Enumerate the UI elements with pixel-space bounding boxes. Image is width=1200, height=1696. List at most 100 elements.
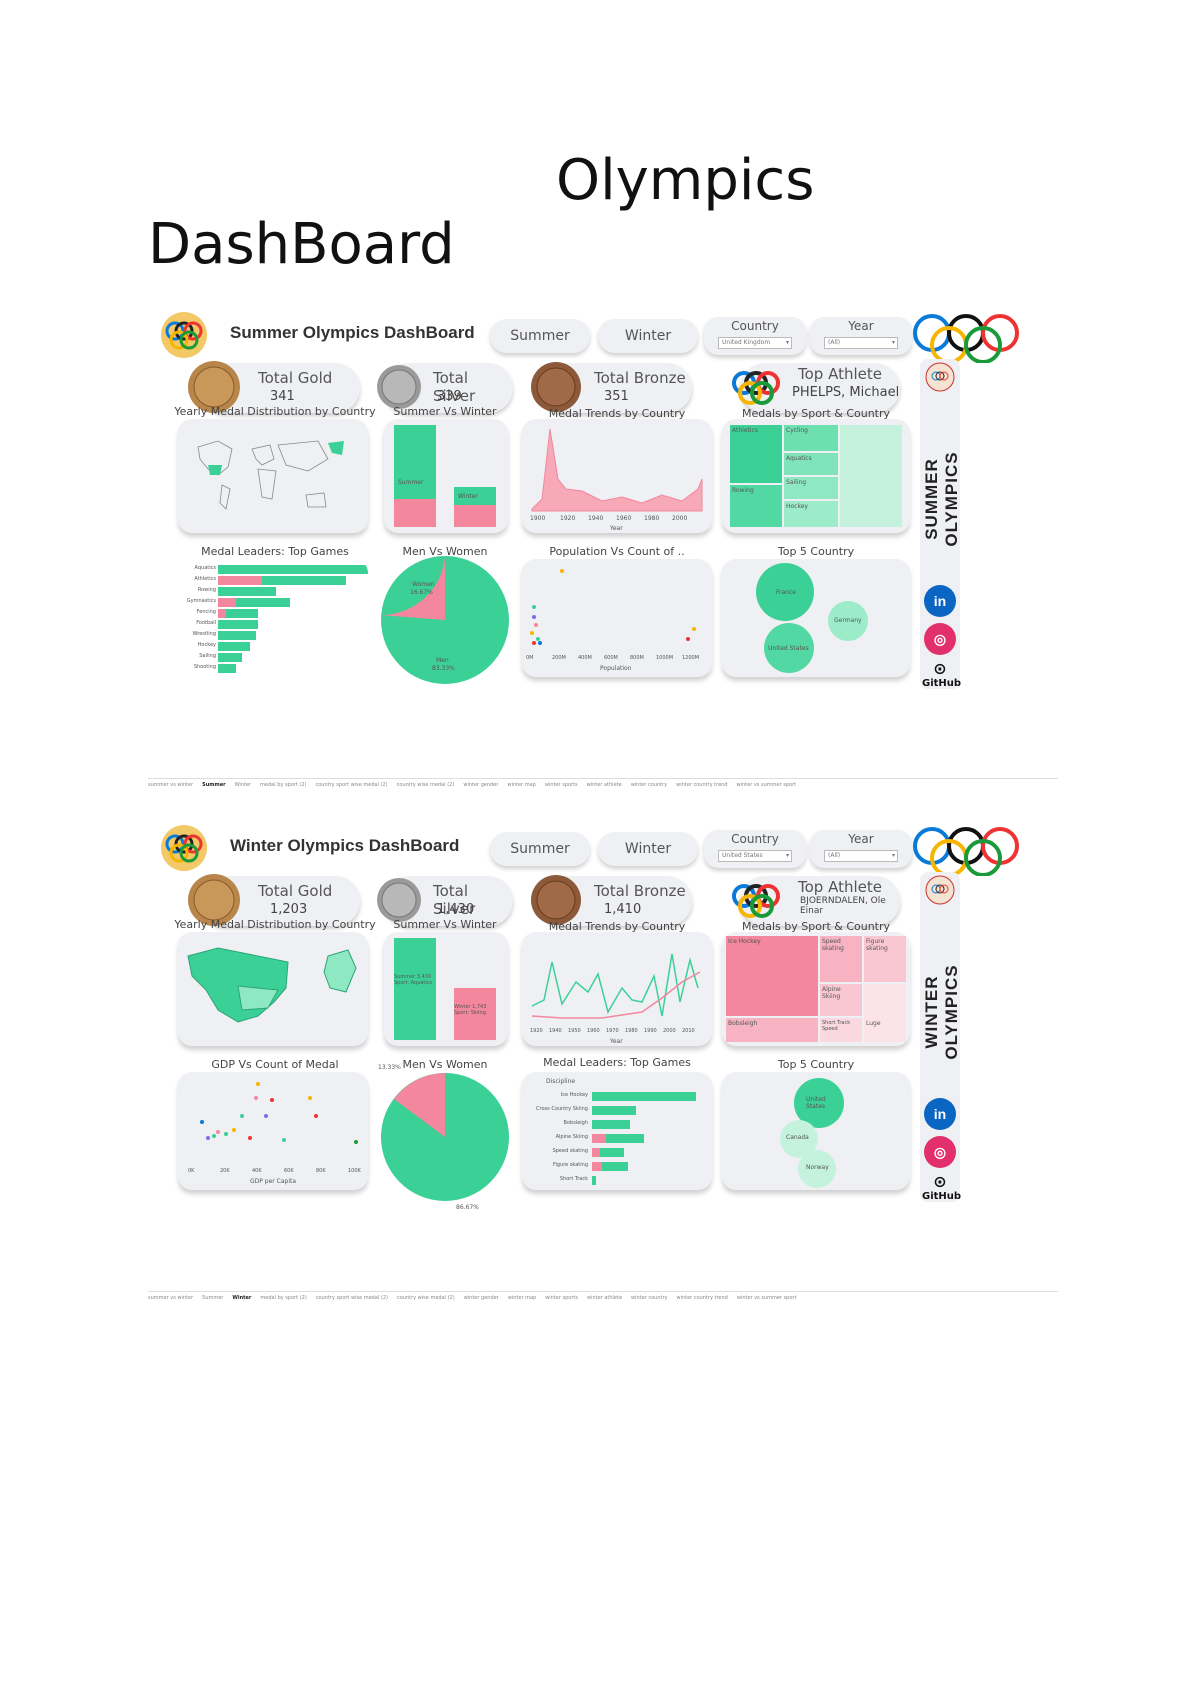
year-filter[interactable]: Year (All) xyxy=(810,317,912,355)
treemap-tile[interactable]: Sailing xyxy=(784,477,838,499)
sheet-tab[interactable]: Winter xyxy=(232,1295,252,1301)
top5-country-chart[interactable]: France Germany United States xyxy=(722,559,910,677)
treemap-tile[interactable]: Athletics xyxy=(730,425,782,483)
sheet-tab[interactable]: winter athlete xyxy=(587,1295,623,1301)
sheet-tab[interactable]: winter country trend xyxy=(676,1295,728,1301)
bubble-united-states[interactable]: United States xyxy=(764,623,814,673)
bubble-france[interactable]: France xyxy=(756,563,814,621)
leader-bar[interactable] xyxy=(592,1162,628,1171)
treemap-tile[interactable]: Luge xyxy=(864,984,906,1042)
leader-bar[interactable] xyxy=(218,620,258,629)
linkedin-icon[interactable]: in xyxy=(924,1098,956,1130)
leader-bar[interactable] xyxy=(218,642,250,651)
leader-bar[interactable] xyxy=(592,1176,596,1185)
sheet-tab[interactable]: winter vs summer sport xyxy=(736,782,797,788)
gdp-scatter-chart[interactable]: 0K 20K 40K 60K 80K 100K GDP per Capita xyxy=(178,1072,368,1190)
leader-bar[interactable] xyxy=(592,1120,630,1129)
sheet-tab[interactable]: winter country trend xyxy=(676,782,728,788)
sheet-tab[interactable]: winter sports xyxy=(544,782,578,788)
summer-vs-winter-chart[interactable]: Summer Winter xyxy=(384,419,508,533)
treemap-tile[interactable]: Bobsleigh xyxy=(726,1018,818,1042)
winter-button[interactable]: Winter xyxy=(598,832,698,866)
sheet-tab[interactable]: country sport wise medal (2) xyxy=(315,1295,388,1301)
sheet-tab[interactable]: Summer xyxy=(202,1295,224,1301)
treemap-tile[interactable]: Figure skating xyxy=(864,936,906,982)
bubble-germany[interactable]: Germany xyxy=(828,601,868,641)
sheet-tab[interactable]: country wise medal (2) xyxy=(396,1295,455,1301)
leader-bar[interactable] xyxy=(218,609,258,618)
sheet-tab[interactable]: winter gender xyxy=(463,1295,499,1301)
treemap-tile[interactable]: Short Track Speed xyxy=(820,1018,862,1042)
men-vs-women-pie[interactable] xyxy=(380,1072,510,1202)
treemap-tile[interactable]: Ice Hockey xyxy=(726,936,818,1016)
sheet-tab[interactable]: winter athlete xyxy=(586,782,622,788)
world-map-chart[interactable] xyxy=(178,932,368,1046)
country-filter[interactable]: Country United States xyxy=(704,830,806,868)
top5-country-chart[interactable]: United States Canada Norway xyxy=(722,1072,910,1190)
github-icon[interactable]: ⊙ GitHub xyxy=(922,1172,961,1202)
summer-button[interactable]: Summer xyxy=(490,832,590,866)
leader-bar[interactable] xyxy=(218,576,346,585)
women-slice[interactable] xyxy=(394,1073,445,1137)
sheet-tab[interactable]: winter sports xyxy=(545,1295,578,1301)
sheet-tab[interactable]: summer vs winter xyxy=(148,1295,194,1301)
year-select[interactable]: (All) xyxy=(824,337,898,349)
leader-bar[interactable] xyxy=(592,1148,624,1157)
leader-bar[interactable] xyxy=(592,1106,636,1115)
medal-leaders-chart[interactable]: Aquatics Athletics Rowing Gymnastics Fencing… xyxy=(178,559,368,677)
winter-bar[interactable] xyxy=(454,988,496,1040)
leader-bar[interactable] xyxy=(218,653,242,662)
sheet-tab[interactable]: country wise medal (2) xyxy=(396,782,455,788)
summer-vs-winter-chart[interactable]: Summer 3,430 Sport: Aquatics Winter 1,74… xyxy=(384,932,508,1046)
leader-bar-women[interactable] xyxy=(218,576,262,585)
treemap-tile[interactable]: Alpine Skiing xyxy=(820,984,862,1016)
leader-bar[interactable] xyxy=(218,631,256,640)
winter-bar[interactable] xyxy=(454,487,496,505)
country-select[interactable]: United States xyxy=(718,850,792,862)
winter-button[interactable]: Winter xyxy=(598,319,698,353)
summer-bar-pink[interactable] xyxy=(394,499,436,527)
sheet-tab[interactable]: Summer xyxy=(202,782,226,788)
leader-bar-women[interactable] xyxy=(218,598,236,607)
men-vs-women-pie[interactable] xyxy=(380,555,510,685)
country-filter[interactable]: Country United Kingdom xyxy=(704,317,806,355)
sheet-tab[interactable]: medal by sport (2) xyxy=(260,782,307,788)
sheet-tab[interactable]: winter map xyxy=(507,1295,537,1301)
bubble-united-states[interactable]: United States xyxy=(794,1078,844,1128)
sheet-tab[interactable]: summer vs winter xyxy=(148,782,194,788)
medal-trends-chart[interactable]: 1920 1940 1950 1960 1970 1980 1990 2000 2010 Yea… xyxy=(522,932,712,1046)
leader-bar[interactable] xyxy=(218,565,368,574)
year-select[interactable]: (All) xyxy=(824,850,898,862)
treemap-tile[interactable]: Aquatics xyxy=(784,453,838,475)
world-map-chart[interactable] xyxy=(178,419,368,533)
medals-by-sport-treemap[interactable]: Athletics Cycling Aquatics Rowing Sailin… xyxy=(722,419,910,533)
country-select[interactable]: United Kingdom xyxy=(718,337,792,349)
summer-button[interactable]: Summer xyxy=(490,319,590,353)
leader-bar[interactable] xyxy=(218,587,276,596)
sheet-tab[interactable]: winter vs summer sport xyxy=(736,1295,797,1301)
leader-bar-women[interactable] xyxy=(218,609,226,618)
leader-bar[interactable] xyxy=(218,664,236,673)
leader-bar-women[interactable] xyxy=(592,1148,600,1157)
github-icon[interactable]: ⊙ GitHub xyxy=(922,659,961,689)
sheet-tab[interactable]: Winter xyxy=(234,782,252,788)
sheet-tab[interactable]: winter map xyxy=(507,782,536,788)
medals-by-sport-treemap[interactable]: Ice Hockey Speed skating Figure skating … xyxy=(722,932,910,1046)
summer-bar[interactable] xyxy=(394,425,436,499)
year-filter[interactable]: Year (All) xyxy=(810,830,912,868)
sheet-tab[interactable]: winter gender xyxy=(463,782,499,788)
instagram-icon[interactable]: ◎ xyxy=(924,623,956,655)
bubble-norway[interactable]: Norway xyxy=(798,1150,836,1188)
leader-bar[interactable] xyxy=(592,1134,644,1143)
sheet-tab[interactable]: medal by sport (2) xyxy=(260,1295,307,1301)
treemap-tile[interactable]: Cycling xyxy=(784,425,838,451)
leader-bar[interactable] xyxy=(218,598,290,607)
treemap-tile[interactable]: Hockey xyxy=(784,501,838,527)
leader-bar-women[interactable] xyxy=(592,1134,606,1143)
summer-bar[interactable] xyxy=(394,938,436,1040)
linkedin-icon[interactable]: in xyxy=(924,585,956,617)
women-slice[interactable] xyxy=(380,556,445,620)
treemap-tile[interactable]: Rowing xyxy=(730,485,782,527)
sheet-tab[interactable]: winter country xyxy=(631,1295,668,1301)
sheet-tab[interactable]: winter country xyxy=(630,782,668,788)
